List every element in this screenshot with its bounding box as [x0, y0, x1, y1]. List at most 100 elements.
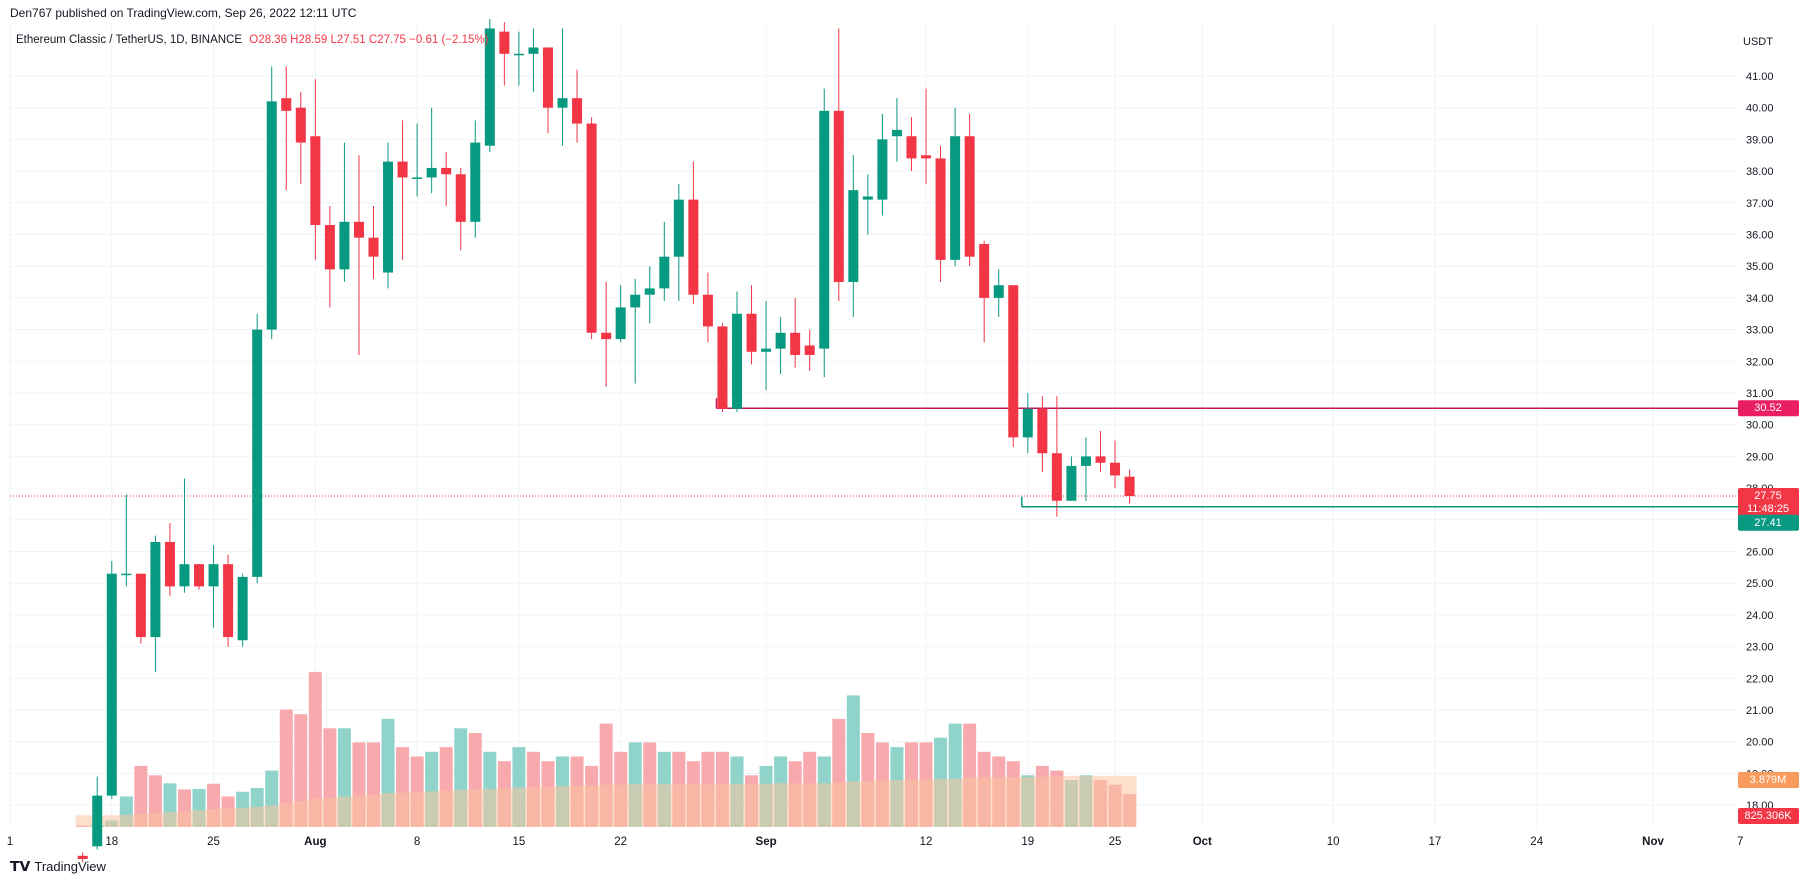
candle-body	[339, 221, 350, 270]
candle-body	[135, 573, 146, 638]
candle-body	[368, 237, 379, 257]
price-tick: 34.00	[1746, 293, 1774, 305]
volume-bar	[308, 671, 322, 827]
candle-body	[862, 196, 873, 200]
volume-bar	[279, 709, 293, 827]
time-tick: 25	[1109, 836, 1122, 848]
candle-body	[252, 329, 263, 577]
candle-body	[383, 161, 394, 273]
candles	[77, 18, 1135, 863]
time-tick: 10	[1327, 836, 1340, 848]
candle-body	[92, 795, 103, 847]
candle-body	[702, 294, 713, 327]
high-label: H	[290, 34, 299, 46]
footer: 𝗧𝗩 TradingView	[10, 858, 106, 875]
candle-body	[353, 221, 364, 238]
last-price-label: 11:48:25	[1747, 503, 1789, 515]
time-tick: Sep	[756, 836, 777, 848]
time-tick: Aug	[304, 836, 326, 848]
time-axis[interactable]: 1 18 25 Aug 8 15 22 Sep 12 19 25 Oct 10 17 24 Nov 7	[7, 836, 1744, 848]
candle-body	[164, 541, 175, 587]
candle-body	[601, 332, 612, 340]
candle-body	[717, 326, 728, 409]
time-tick: 19	[1021, 836, 1034, 848]
candle-body	[993, 285, 1004, 298]
tradingview-logo-icon: 𝗧𝗩	[10, 858, 31, 874]
candle-body	[732, 313, 742, 409]
price-tick: 31.00	[1746, 388, 1774, 400]
candle-body	[819, 110, 830, 349]
candle-body	[266, 101, 277, 330]
candle-body	[921, 155, 932, 159]
symbol-title: Ethereum Classic / TetherUS, 1D, BINANCE	[16, 34, 243, 46]
time-tick: 24	[1530, 836, 1543, 848]
candle-body	[935, 158, 946, 260]
open-value: 28.36	[258, 34, 287, 46]
time-tick: 25	[207, 836, 220, 848]
price-tick: 38.00	[1746, 166, 1774, 178]
candle-body	[1051, 453, 1062, 501]
candle-body	[586, 123, 597, 333]
candle-body	[150, 541, 161, 638]
candle-body	[223, 564, 234, 638]
footer-brand: TradingView	[34, 859, 106, 874]
candle-body	[237, 576, 248, 641]
candle-body	[1037, 408, 1048, 454]
currency-label: USDT	[1743, 36, 1773, 48]
candle-body	[528, 47, 539, 54]
candle-body	[1022, 408, 1033, 438]
support-price-label-bg	[1738, 514, 1799, 531]
candle-body	[804, 345, 815, 355]
price-tick: 40.00	[1746, 103, 1774, 115]
volume-ma-fill	[75, 775, 1137, 827]
volume-bar	[134, 765, 148, 827]
candle-body	[644, 288, 655, 295]
time-tick: 18	[105, 836, 118, 848]
candle-body	[746, 313, 757, 352]
time-tick: 17	[1429, 836, 1442, 848]
candle-body	[1124, 476, 1135, 497]
candle-body	[630, 294, 641, 308]
candle-body	[673, 199, 684, 257]
candle-body	[572, 98, 583, 124]
publish-note: Den767 published on TradingView.com, Sep…	[10, 6, 357, 20]
last-price-label: 27.75	[1754, 490, 1782, 502]
candle-body	[484, 28, 495, 146]
candle-body	[412, 177, 423, 179]
candle-body	[1066, 465, 1077, 501]
candle-body	[397, 161, 408, 178]
candle-body	[659, 256, 670, 289]
resistance-price-label: 30.52	[1754, 402, 1782, 414]
volume-bar	[294, 714, 308, 827]
price-tick: 21.00	[1746, 705, 1774, 717]
candle-body	[426, 167, 437, 178]
support-price-label: 27.41	[1754, 517, 1782, 529]
candle-body	[790, 332, 801, 355]
low-value: 27.51	[336, 34, 366, 46]
candle-body	[877, 139, 888, 200]
volume-ma-label-bg	[1738, 772, 1799, 788]
candle-body	[281, 98, 292, 111]
price-tick: 41.00	[1746, 71, 1774, 83]
candle-body	[688, 199, 699, 295]
time-tick: 15	[513, 836, 526, 848]
time-tick: 7	[1737, 836, 1743, 848]
candle-body	[106, 573, 117, 796]
candle-body	[179, 564, 190, 587]
price-tick: 30.00	[1746, 420, 1774, 432]
price-tick: 22.00	[1746, 673, 1774, 685]
candle-body	[194, 564, 205, 587]
chart-legend: Ethereum Classic / TetherUS, 1D, BINANCE…	[16, 34, 488, 46]
ohlc-values: O28.36 H28.59 L27.51 C27.75 −0.61 (−2.15…	[249, 34, 488, 46]
high-value: 28.59	[298, 34, 328, 46]
candle-body	[979, 244, 990, 298]
candle-body	[615, 307, 626, 340]
volume-ma-area	[75, 775, 1137, 827]
candle-body	[891, 129, 902, 137]
horizontal-lines[interactable]	[10, 398, 1738, 508]
price-tick: 20.00	[1746, 737, 1774, 749]
price-tick: 24.00	[1746, 610, 1774, 622]
time-tick: 8	[414, 836, 420, 848]
